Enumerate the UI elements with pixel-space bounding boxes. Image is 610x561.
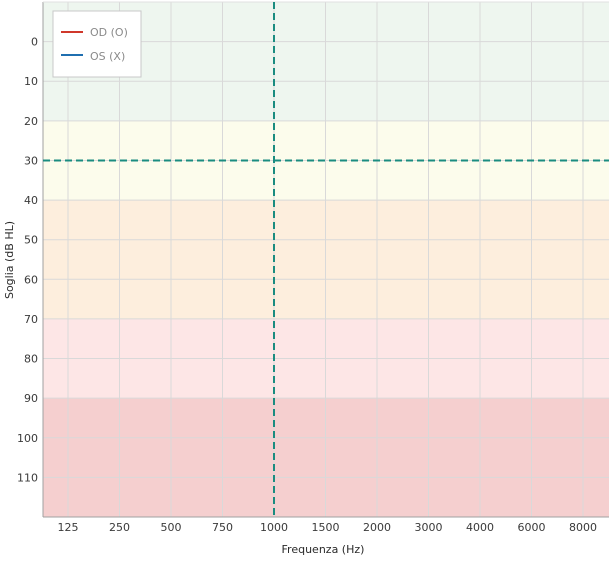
x-tick-label: 1500	[312, 521, 340, 534]
y-tick-label: 0	[31, 36, 38, 49]
y-tick-label: 90	[24, 392, 38, 405]
crosshair	[43, 2, 609, 517]
legend-label-od[interactable]: OD (O)	[90, 26, 128, 39]
y-tick-label: 60	[24, 273, 38, 286]
y-tick-label: 100	[17, 432, 38, 445]
y-tick-label: 10	[24, 75, 38, 88]
legend-box	[52, 10, 142, 78]
x-tick-label: 8000	[569, 521, 597, 534]
x-tick-label: 4000	[466, 521, 494, 534]
x-tick-label: 1000	[260, 521, 288, 534]
y-tick-label: 50	[24, 234, 38, 247]
grid	[43, 2, 609, 517]
x-tick-label: 750	[212, 521, 233, 534]
y-tick-label: 80	[24, 353, 38, 366]
x-tick-label: 125	[58, 521, 79, 534]
legend[interactable]: OD (O) OS (X)	[52, 10, 142, 78]
x-axis-title: Frequenza (Hz)	[282, 543, 365, 556]
y-tick-label: 40	[24, 194, 38, 207]
x-tick-label: 2000	[363, 521, 391, 534]
x-tick-label: 500	[161, 521, 182, 534]
y-tick-label: 20	[24, 115, 38, 128]
y-tick-label: 70	[24, 313, 38, 326]
y-tick-label: 30	[24, 154, 38, 167]
y-axis-title: Soglia (dB HL)	[3, 221, 16, 299]
legend-label-os[interactable]: OS (X)	[90, 50, 125, 63]
x-tick-label: 6000	[518, 521, 546, 534]
x-tick-label: 3000	[415, 521, 443, 534]
axes: 0 10 20 30 40 50 60 70 80 90 100 110 125 250 500 750 100…	[17, 1, 609, 534]
y-tick-label: 110	[17, 471, 38, 484]
x-tick-label: 250	[109, 521, 130, 534]
